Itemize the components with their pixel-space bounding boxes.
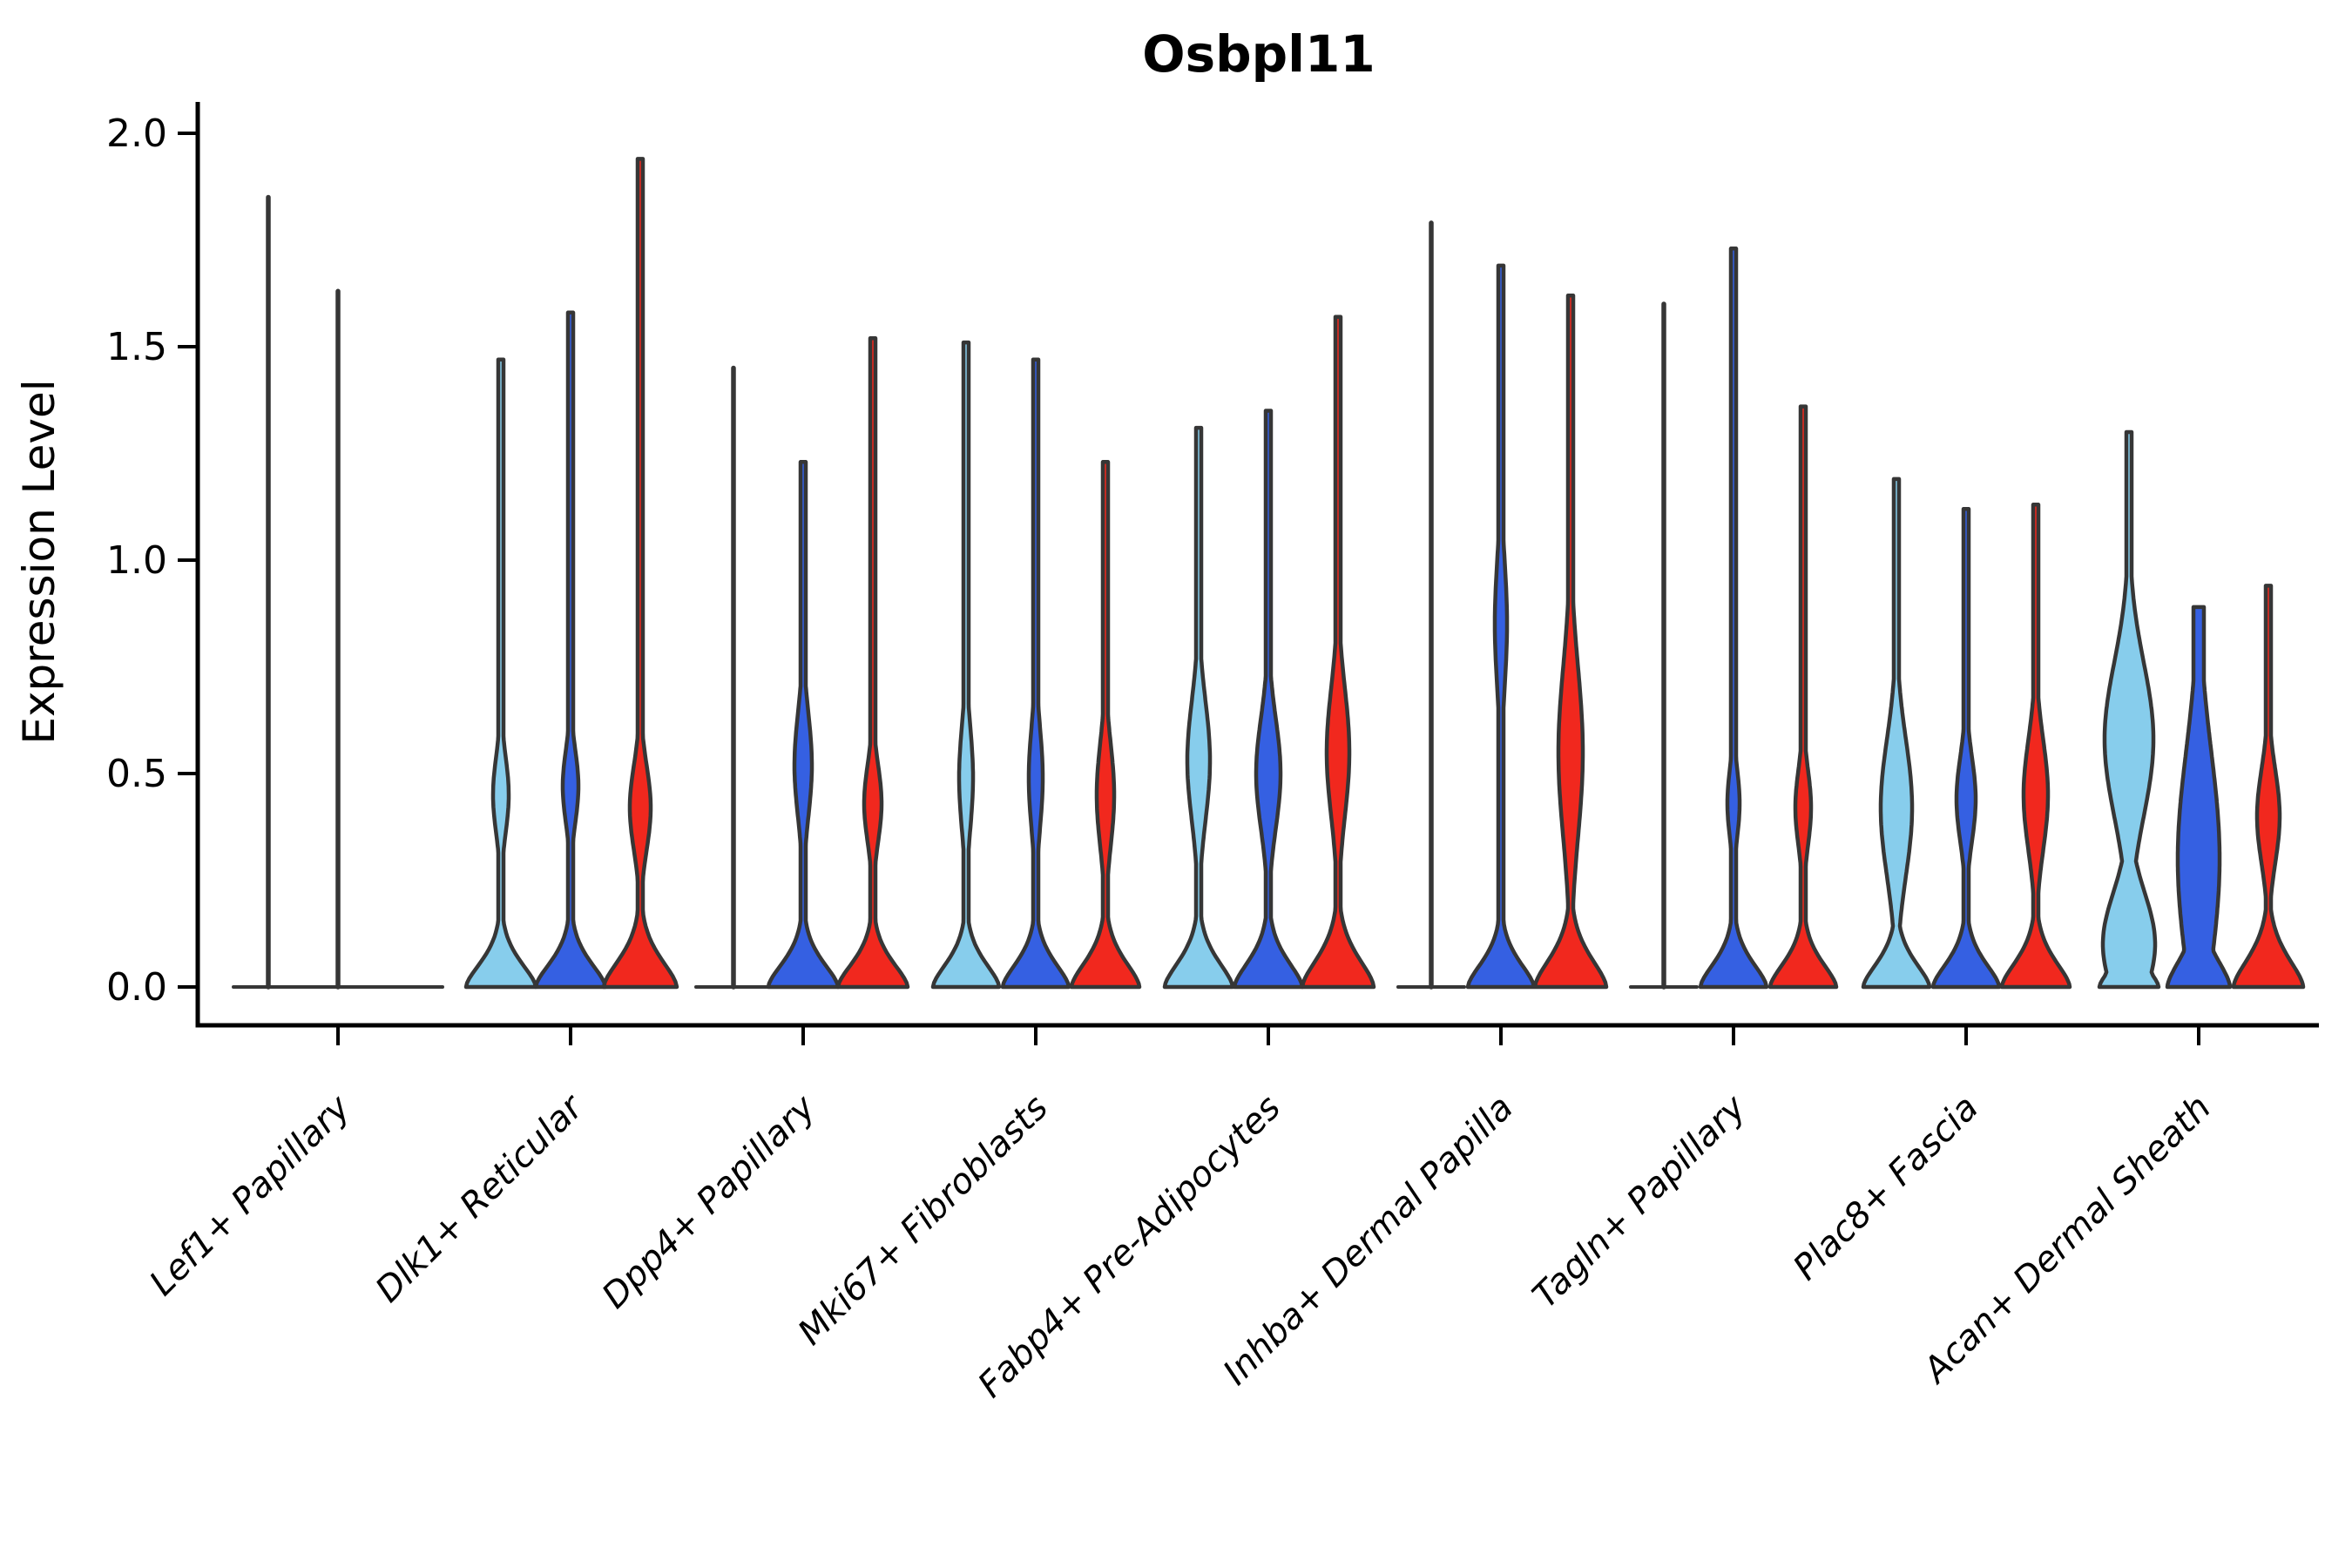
violin-5-red bbox=[1532, 293, 1609, 990]
violin-6-red bbox=[1767, 404, 1839, 990]
violin-7-light_blue bbox=[1861, 476, 1932, 990]
violin-1-red bbox=[601, 157, 679, 990]
violin-8-light_blue bbox=[2097, 429, 2161, 990]
violin-8-blue bbox=[2165, 605, 2233, 990]
y-tick-label: 0.0 bbox=[106, 965, 167, 1010]
violin-3-light_blue bbox=[930, 340, 1002, 990]
y-tick-label: 0.5 bbox=[106, 752, 167, 796]
y-tick-label: 1.0 bbox=[106, 538, 167, 583]
violin-7-blue bbox=[1930, 506, 2002, 990]
violin-7-red bbox=[1999, 503, 2072, 990]
y-tick-label: 1.5 bbox=[106, 325, 167, 369]
violin-2-blue bbox=[766, 460, 841, 990]
violin-4-blue bbox=[1232, 409, 1305, 990]
violin-4-red bbox=[1300, 314, 1376, 990]
violin-1-blue bbox=[533, 310, 608, 990]
violin-3-red bbox=[1069, 460, 1142, 990]
violin-1-light_blue bbox=[463, 357, 538, 990]
violin-6-blue bbox=[1698, 247, 1769, 990]
violin-8-red bbox=[2231, 584, 2306, 990]
violin-3-blue bbox=[1000, 357, 1071, 990]
violin-4-light_blue bbox=[1162, 425, 1235, 990]
y-ticks-layer: 0.0 0.5 1.0 1.5 2.0 bbox=[106, 112, 198, 1010]
violins-layer bbox=[232, 157, 2306, 990]
y-axis-label: Expression Level bbox=[14, 379, 64, 744]
y-tick-label: 2.0 bbox=[106, 112, 167, 156]
chart-title: Osbpl11 bbox=[1142, 24, 1375, 84]
violin-5-blue bbox=[1465, 263, 1537, 990]
violin-2-red bbox=[835, 335, 910, 990]
